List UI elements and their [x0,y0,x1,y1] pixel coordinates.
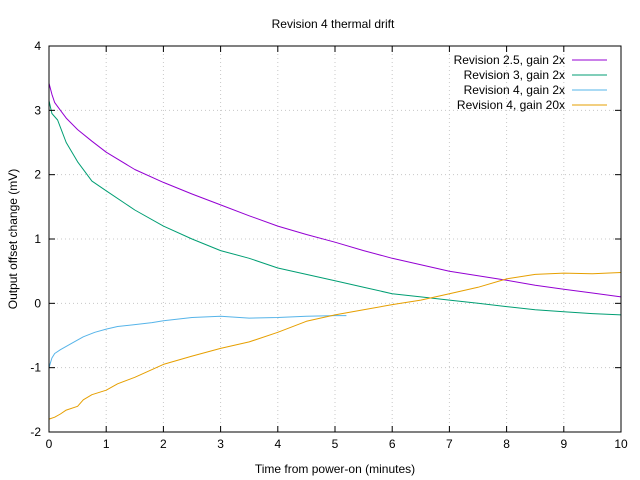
series-layer [48,83,622,420]
x-tick-label: 9 [560,437,567,451]
x-tick-label: 1 [103,437,110,451]
y-axis-label: Output offset change (mV) [6,169,20,310]
y-tick-label: -2 [30,425,41,439]
y-tick-label: 3 [34,103,41,117]
x-tick-label: 2 [160,437,167,451]
legend-label-1: Revision 2.5, gain 2x [454,53,565,67]
y-tick-label: 0 [34,296,41,310]
x-tick-label: 8 [503,437,510,451]
x-tick-label: 7 [446,437,453,451]
y-tick-label: 1 [34,232,41,246]
series-line-4 [48,272,622,420]
y-tick-label: -1 [30,361,41,375]
series-line-2 [48,100,622,316]
legend-label-4: Revision 4, gain 20x [457,98,565,112]
axis-layer: 0 1 2 3 4 5 6 7 8 9 10 -2 -1 0 1 2 3 4 [30,39,628,451]
y-tick-label: 2 [34,168,41,182]
series-line-3 [48,315,347,368]
legend-label-3: Revision 4, gain 2x [464,83,565,97]
legend-label-2: Revision 3, gain 2x [464,68,565,82]
series-line-1 [48,83,622,298]
x-tick-label: 10 [614,437,628,451]
x-tick-label: 0 [46,437,53,451]
x-tick-label: 4 [274,437,281,451]
x-tick-label: 3 [217,437,224,451]
x-axis-label: Time from power-on (minutes) [255,462,415,476]
chart-title: Revision 4 thermal drift [272,17,395,31]
x-tick-label: 5 [332,437,339,451]
grid-layer [49,46,621,432]
y-tick-label: 4 [34,39,41,53]
x-tick-label: 6 [389,437,396,451]
